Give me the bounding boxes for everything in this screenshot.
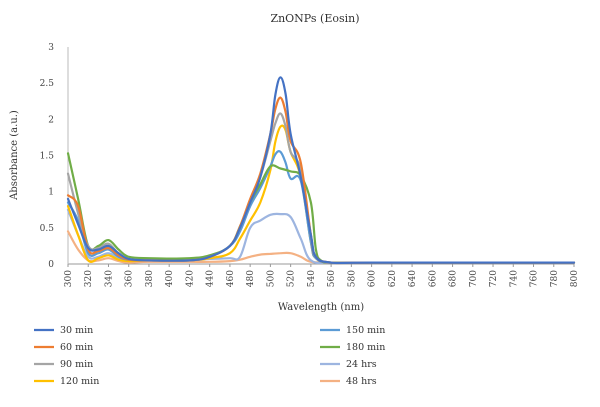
x-tick-label: 660 (428, 270, 438, 287)
x-axis-label: Wavelength (nm) (278, 302, 364, 313)
x-tick-label: 780 (550, 270, 560, 287)
legend-entry: 30 min (60, 325, 93, 336)
x-tick-label: 600 (368, 270, 378, 287)
x-tick-label: 760 (530, 270, 540, 287)
series-line-30-min (66, 76, 576, 265)
x-tick-label: 320 (84, 270, 94, 287)
x-tick-label: 520 (287, 270, 297, 287)
y-tick-label: 3 (48, 43, 54, 53)
x-tick-label: 800 (570, 270, 580, 287)
series-line-120-min (66, 124, 576, 265)
legend-entry: 60 min (60, 342, 93, 353)
x-tick-label: 440 (206, 270, 216, 287)
x-tick-label: 480 (246, 270, 256, 287)
x-tick-label: 400 (165, 270, 175, 287)
x-tick-label: 700 (469, 270, 479, 287)
axes (67, 47, 574, 265)
series-line-180-min (66, 152, 576, 264)
x-tick-label: 740 (509, 270, 519, 287)
y-axis-label: Absorbance (a.u.) (9, 110, 20, 201)
x-tick-label: 540 (307, 270, 317, 287)
series-line-150-min (66, 150, 576, 265)
legend: 30 min 60 min 90 min 120 min 150 min 180 min 2… (34, 325, 385, 387)
legend-entry: 48 hrs (346, 376, 377, 387)
legend-entry: 150 min (346, 325, 385, 336)
y-tick-label: 2 (48, 115, 54, 125)
x-tick-label: 680 (449, 270, 459, 287)
x-tick-labels: 300 320 340 360 380 400 420 440 460 480 500 520 540 5… (64, 264, 580, 287)
x-tick-label: 720 (489, 270, 499, 287)
y-tick-label: 2.5 (40, 79, 55, 89)
series-line-24-hrs (66, 208, 576, 265)
legend-entry: 120 min (60, 376, 99, 387)
y-tick-label: 1.5 (40, 152, 55, 162)
x-tick-label: 460 (226, 270, 236, 287)
chart-title: ZnONPs (Eosin) (270, 12, 359, 25)
x-tick-label: 420 (185, 270, 195, 287)
x-tick-label: 340 (104, 270, 114, 287)
y-tick-label: 0 (48, 260, 54, 270)
legend-entry: 90 min (60, 359, 93, 370)
legend-entry: 180 min (346, 342, 385, 353)
x-tick-label: 360 (125, 270, 135, 287)
series-line-60-min (66, 96, 576, 265)
x-tick-label: 560 (327, 270, 337, 287)
x-tick-label: 500 (266, 270, 276, 287)
y-tick-label: 0.5 (40, 224, 55, 234)
legend-entry: 24 hrs (346, 359, 377, 370)
x-tick-label: 380 (145, 270, 155, 287)
x-tick-label: 640 (408, 270, 418, 287)
series-lines (66, 76, 576, 265)
y-tick-labels: 0 0.5 1 1.5 2 2.5 3 (40, 43, 55, 270)
x-tick-label: 300 (64, 270, 74, 287)
y-tick-label: 1 (48, 188, 54, 198)
x-tick-label: 580 (347, 270, 357, 287)
x-tick-label: 620 (388, 270, 398, 287)
series-line-90-min (66, 112, 576, 265)
